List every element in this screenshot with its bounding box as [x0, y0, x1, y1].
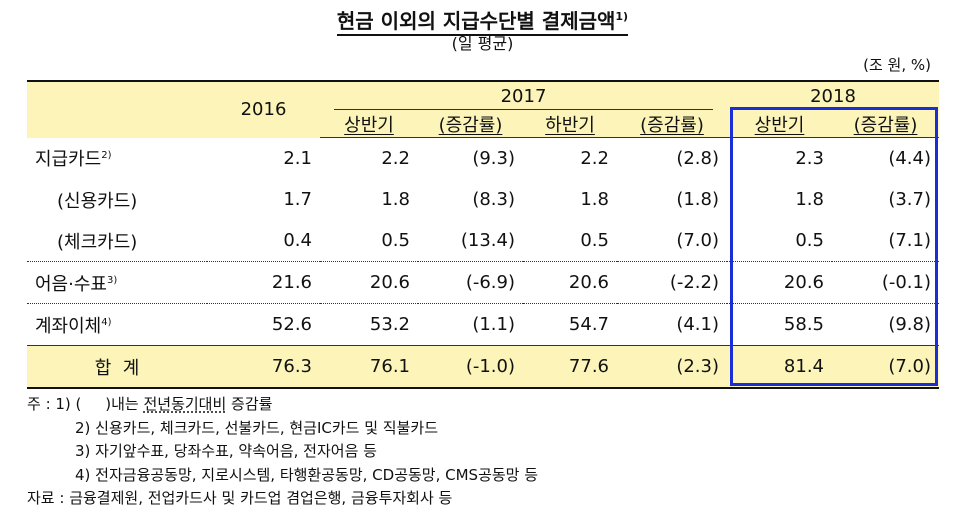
cell: 0.5 — [580, 230, 609, 251]
cell: (2.8) — [676, 148, 719, 169]
cell: 76.1 — [320, 345, 418, 389]
table-row: 지급카드2) 2.1 2.2 (9.3) 2.2 (2.8) 2.3 (4.4) — [27, 138, 939, 180]
cell: 1.8 — [381, 189, 410, 210]
header-2018-h1: 상반기 — [754, 115, 805, 136]
cell: 20.6 — [523, 261, 617, 304]
cell: 21.6 — [207, 261, 320, 304]
cell: 52.6 — [207, 303, 320, 346]
header-2017: 2017 — [320, 80, 727, 111]
footnote-2: 2) 신용카드, 체크카드, 선불카드, 현금IC카드 및 직불카드 — [75, 418, 439, 437]
cell: (9.3) — [472, 148, 515, 169]
table-row: (체크카드) 0.4 0.5 (13.4) 0.5 (7.0) 0.5 (7.1… — [27, 220, 939, 262]
source-note: 자료 : 금융결제원, 전업카드사 및 카드업 겸업은행, 금융투자회사 등 — [27, 489, 453, 507]
total-row: 합 계 76.3 76.1 (-1.0) 77.6 (2.3) 81.4 (7.… — [27, 345, 939, 389]
payment-table: 2016 2017 2018 상반기 (증감률) 하반기 (증감률) 상반기 (… — [27, 80, 939, 389]
table-row: (신용카드) 1.7 1.8 (8.3) 1.8 (1.8) 1.8 (3.7) — [27, 179, 939, 220]
header-2018: 2018 — [727, 80, 939, 111]
cell: (7.0) — [832, 345, 939, 389]
header-2017-h1-chg: (증감률) — [438, 115, 503, 136]
cell: 2.2 — [580, 148, 609, 169]
cell: 0.5 — [381, 230, 410, 251]
footnote-4: 4) 전자금융공동망, 지로시스템, 타행환공동망, CD공동망, CMS공동망… — [75, 465, 539, 484]
cell: 2.1 — [283, 147, 312, 169]
cell: 81.4 — [727, 345, 832, 389]
cell: (4.4) — [888, 148, 931, 169]
header-row-years: 2016 2017 2018 — [27, 80, 939, 138]
cell: 77.6 — [523, 345, 617, 389]
title-text: 현금 이외의 지급수단별 결제금액 — [336, 9, 616, 36]
cell: (4.1) — [617, 303, 727, 346]
title-footnote: 1) — [615, 10, 629, 23]
footnotes: 주 : 1) ( )내는 전년동기대비 증감률 2) 신용카드, 체크카드, 선… — [27, 393, 538, 511]
footnote-3: 3) 자기앞수표, 당좌수표, 약속어음, 전자어음 등 — [75, 442, 377, 460]
header-2018-h1-chg: (증감률) — [853, 115, 918, 136]
cell: 76.3 — [207, 345, 320, 389]
header-2017-h2: 하반기 — [545, 115, 595, 136]
cell: (3.7) — [888, 189, 931, 210]
table-row: 계좌이체4) 52.6 53.2 (1.1) 54.7 (4.1) 58.5 (… — [27, 303, 939, 346]
cell: 2.2 — [381, 148, 410, 169]
cell: 1.7 — [283, 189, 312, 210]
cell: 58.5 — [727, 303, 832, 346]
cell: 20.6 — [727, 261, 832, 304]
cell: (8.3) — [472, 189, 515, 210]
cell: (-2.2) — [617, 261, 727, 304]
cell: (2.3) — [617, 345, 727, 389]
cell: (13.4) — [460, 230, 515, 251]
row-label: 어음·수표3) — [27, 261, 207, 304]
unit-label: (조 원, %) — [863, 56, 931, 74]
cell: 2.3 — [795, 148, 824, 169]
cell: 0.4 — [283, 230, 312, 251]
subtitle: (일 평균) — [451, 34, 514, 53]
cell: 20.6 — [320, 261, 418, 304]
footnote-1: 주 : 1) ( )내는 전년동기대비 증감률 — [27, 395, 273, 413]
header-2017-h1: 상반기 — [344, 115, 394, 136]
cell: 53.2 — [320, 303, 418, 346]
page-title: 현금 이외의 지급수단별 결제금액1) — [0, 4, 965, 36]
header-row-periods: 상반기 (증감률) 하반기 (증감률) 상반기 (증감률) — [27, 111, 939, 138]
cell: (1.8) — [676, 189, 719, 210]
total-label: 합 계 — [27, 345, 207, 389]
table-row: 어음·수표3) 21.6 20.6 (-6.9) 20.6 (-2.2) 20.… — [27, 261, 939, 304]
cell: (1.1) — [418, 303, 523, 346]
row-label: (신용카드) — [57, 190, 138, 212]
header-2017-h2-chg: (증감률) — [640, 115, 704, 136]
cell: 0.5 — [795, 230, 824, 251]
header-blank — [27, 80, 207, 138]
header-2016: 2016 — [207, 80, 320, 138]
cell: 54.7 — [523, 303, 617, 346]
cell: (-0.1) — [832, 261, 939, 304]
row-label: 계좌이체4) — [27, 303, 207, 346]
cell: (-1.0) — [418, 345, 523, 389]
row-label: (체크카드) — [57, 231, 138, 253]
cell: 1.8 — [580, 189, 609, 210]
row-label: 지급카드2) — [35, 149, 112, 171]
cell: (-6.9) — [418, 261, 523, 304]
cell: 1.8 — [795, 189, 824, 210]
cell: (7.1) — [888, 230, 931, 251]
cell: (7.0) — [676, 230, 719, 251]
cell: (9.8) — [832, 303, 939, 346]
